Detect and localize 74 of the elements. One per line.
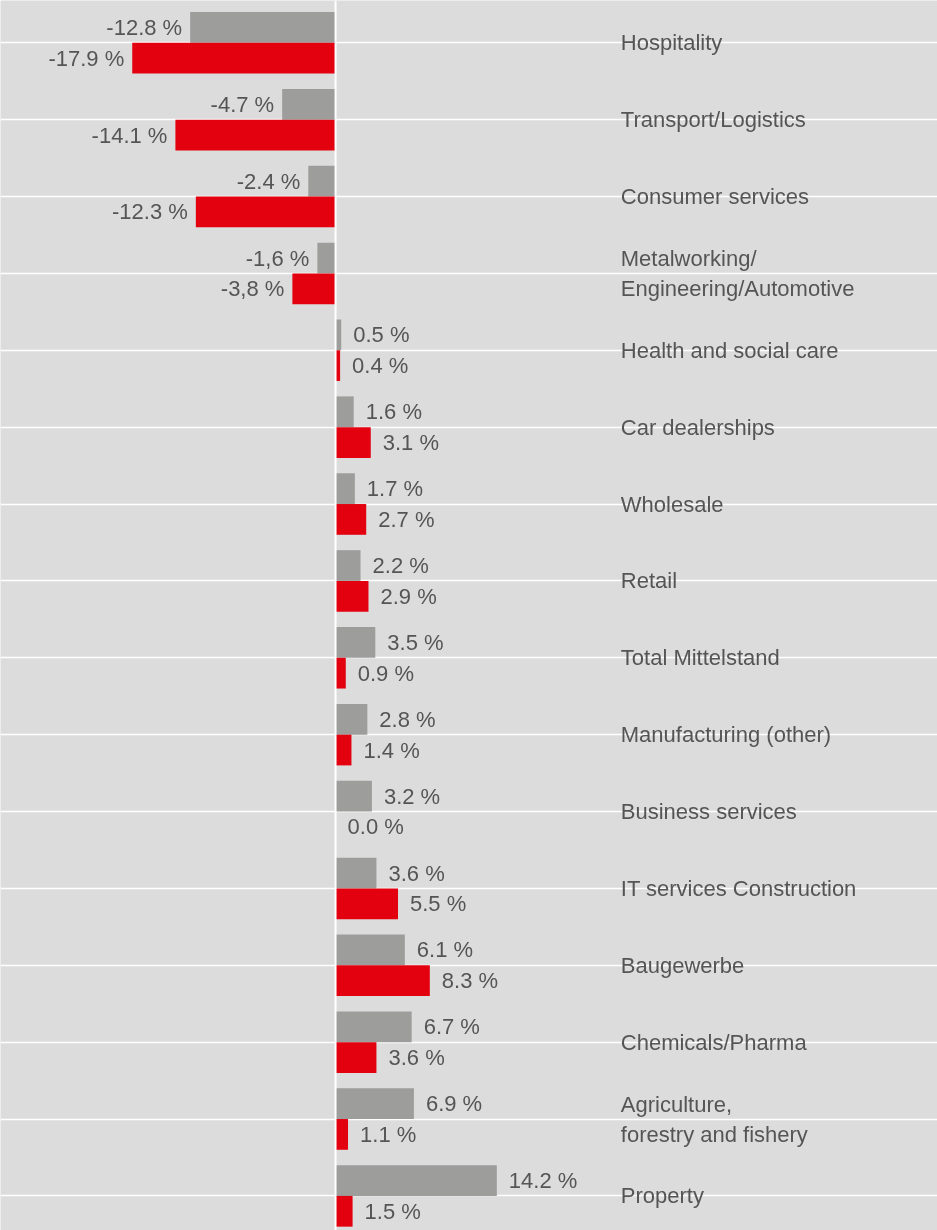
data-label: 3.5 % (387, 629, 444, 655)
bar (335, 1088, 414, 1120)
data-label: 2.9 % (380, 583, 437, 609)
data-label: -17.9 % (48, 45, 125, 71)
data-label: 14.2 % (508, 1168, 578, 1194)
bar (335, 580, 369, 612)
y-tick-label: Car dealerships (620, 414, 775, 440)
data-label: 6.1 % (416, 937, 474, 963)
y-tick-label: Baugewerbe (620, 952, 745, 978)
data-label: 0.0 % (347, 814, 404, 840)
data-label: 3.2 % (383, 783, 441, 809)
y-tick-label: Property (620, 1183, 704, 1209)
bar (335, 473, 355, 505)
bar (190, 12, 336, 43)
data-label: 8.3 % (441, 968, 499, 994)
data-label: 2.2 % (372, 553, 429, 579)
data-label: 1.6 % (365, 399, 422, 425)
data-label: 1.4 % (363, 737, 420, 763)
bar (335, 1195, 353, 1227)
data-label: 1.1 % (360, 1121, 417, 1147)
data-label: -12.8 % (106, 14, 183, 40)
bar (132, 42, 336, 74)
data-label: 3.6 % (388, 1045, 445, 1071)
data-label: -1,6 % (245, 245, 310, 271)
y-tick-label: IT services Construction (620, 875, 857, 901)
bar (335, 396, 354, 428)
bar (335, 627, 376, 658)
data-label: 5.5 % (410, 891, 467, 917)
data-label: 3.1 % (382, 430, 440, 456)
data-label: -2.4 % (236, 168, 301, 194)
bar (335, 965, 430, 997)
bar (335, 504, 367, 535)
data-label: 0.5 % (353, 322, 410, 348)
y-tick-label: Wholesale (620, 491, 724, 517)
data-label: -12.3 % (112, 199, 188, 225)
bar (335, 1011, 412, 1043)
bar (335, 857, 377, 889)
data-label: -4.7 % (210, 91, 275, 117)
y-tick-label: Consumer services (620, 184, 810, 210)
y-tick-label: Total Mittelstand (620, 645, 780, 671)
y-tick-label: Chemicals/Pharma (620, 1029, 808, 1055)
bar (282, 88, 336, 120)
data-label: 2.7 % (378, 506, 435, 532)
bar (335, 427, 371, 458)
data-label: 6.7 % (423, 1014, 480, 1040)
bar (317, 242, 336, 274)
bar (335, 1165, 497, 1196)
y-tick-label: Agriculture, forestry and fishery (620, 1091, 808, 1147)
y-tick-label: Manufacturing (other) (620, 722, 832, 748)
bar (195, 196, 336, 228)
y-tick-label: Retail (620, 568, 678, 594)
bar (335, 780, 372, 812)
y-tick-label: Transport/Logistics (620, 107, 806, 133)
data-label: 0.9 % (357, 660, 415, 686)
y-tick-label: Hospitality (620, 30, 723, 56)
bar (175, 119, 336, 151)
data-label: 3.6 % (388, 860, 445, 886)
data-label: -14.1 % (91, 122, 168, 148)
bar (335, 1042, 377, 1073)
data-label: 0.4 % (352, 353, 409, 379)
data-label: 2.8 % (379, 706, 436, 732)
bar (335, 550, 361, 581)
y-tick-label: Business services (620, 799, 797, 825)
y-tick-label: Metalworking/ Engineering/Automotive (620, 245, 855, 301)
bar (335, 934, 405, 966)
bar (292, 273, 336, 305)
bar (335, 888, 399, 920)
data-label: 1.5 % (364, 1198, 421, 1224)
bar (335, 703, 368, 735)
data-label: 1.7 % (366, 476, 424, 502)
data-label: 6.9 % (425, 1091, 483, 1117)
y-tick-label: Health and social care (620, 337, 839, 363)
bar (308, 165, 336, 197)
data-label: -3,8 % (220, 276, 285, 302)
